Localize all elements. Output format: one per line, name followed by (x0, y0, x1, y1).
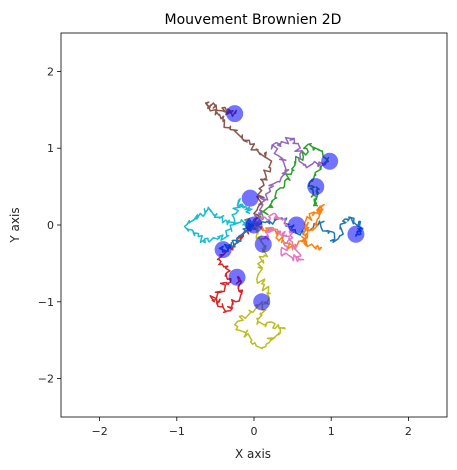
end-point-9 (253, 293, 271, 311)
plot-area (183, 101, 365, 350)
y-tick-label: 0 (47, 219, 54, 232)
end-point-2 (287, 216, 305, 234)
walk-line-5 (253, 136, 328, 226)
end-point-5 (321, 152, 339, 170)
x-tick-label: −2 (91, 425, 107, 438)
x-tick-label: 1 (328, 425, 335, 438)
end-point-11 (214, 241, 232, 259)
end-point-1 (347, 225, 365, 243)
x-tick-label: 0 (251, 425, 258, 438)
y-axis-label: Y axis (8, 207, 22, 243)
y-tick-label: 2 (47, 65, 54, 78)
end-point-3 (307, 178, 325, 196)
walk-line-9 (233, 224, 286, 350)
x-tick-label: −1 (169, 425, 185, 438)
y-axis: −2 −1 0 1 2 (38, 65, 61, 386)
walk-line-3 (253, 142, 330, 226)
x-tick-label: 2 (405, 425, 412, 438)
x-axis: −2 −1 0 1 2 (91, 417, 412, 438)
walk-line-7 (253, 212, 305, 263)
y-tick-label: −1 (38, 296, 54, 309)
x-axis-label: X axis (235, 447, 271, 461)
walk-line-6 (204, 101, 273, 226)
y-tick-label: 1 (47, 142, 54, 155)
end-point-8 (245, 216, 263, 234)
y-tick-label: −2 (38, 373, 54, 386)
end-point-4 (228, 268, 246, 286)
walk-line-10 (183, 198, 255, 244)
end-point-10 (241, 189, 259, 207)
walk-line-2 (253, 203, 325, 251)
end-point-6 (226, 105, 244, 123)
chart-title: Mouvement Brownien 2D (165, 12, 342, 28)
end-point-7 (254, 235, 272, 253)
